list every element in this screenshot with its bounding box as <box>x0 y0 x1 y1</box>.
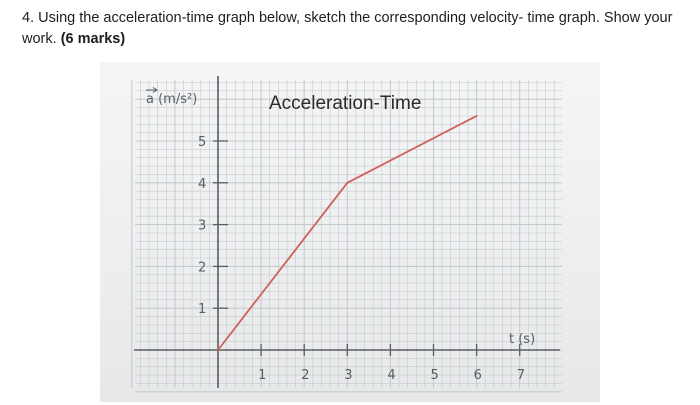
graph-ticks: 1 2 3 4 5 6 7 1 2 3 4 5 <box>198 135 525 383</box>
graph-grid <box>131 80 562 393</box>
y-tick-label: 5 <box>198 135 206 150</box>
question-number: 4. <box>22 10 35 26</box>
chart-title: Acceleration-Time <box>269 93 421 114</box>
y-tick-label: 3 <box>198 219 206 234</box>
data-point <box>346 181 349 184</box>
x-tick-label: 2 <box>301 368 309 383</box>
y-tick-label: 1 <box>198 302 206 317</box>
x-tick-label: 7 <box>517 368 525 383</box>
x-tick-label: 6 <box>474 368 482 383</box>
x-tick-label: 1 <box>258 368 266 383</box>
vector-arrowhead <box>152 87 158 93</box>
data-point <box>475 115 478 117</box>
x-tick-label: 4 <box>387 368 395 383</box>
question-text: 4. Using the acceleration-time graph bel… <box>22 8 682 50</box>
y-tick-label: 4 <box>198 177 206 192</box>
question-marks: (6 marks) <box>60 31 126 47</box>
x-tick-label: 5 <box>431 368 439 383</box>
x-axis-label: t (s) <box>509 332 535 347</box>
data-point <box>217 349 219 351</box>
y-axis-label: a (m/s²) <box>146 92 197 107</box>
question-body: Using the acceleration-time graph below,… <box>22 10 673 47</box>
series-line <box>217 115 478 351</box>
y-tick-label: 2 <box>198 260 206 275</box>
x-tick-label: 3 <box>344 368 352 383</box>
